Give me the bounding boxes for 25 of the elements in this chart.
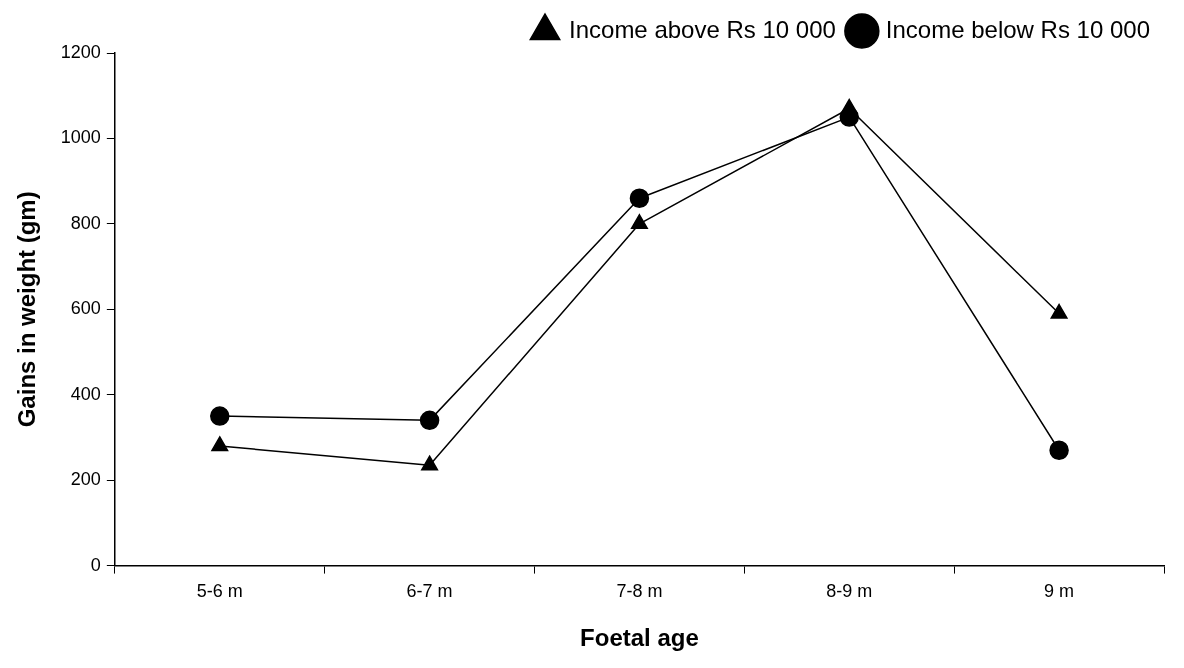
x-tick-label: 8-9 m: [826, 581, 873, 602]
y-tick-label: 600: [70, 298, 101, 319]
y-tick-label: 1200: [60, 41, 101, 62]
point: [840, 98, 858, 114]
point: [1050, 303, 1068, 319]
point: [1049, 440, 1069, 461]
x-tick-label: 6-7 m: [406, 581, 453, 602]
legend-label: Income below Rs 10 000: [885, 15, 1150, 43]
y-tick-label: 0: [90, 554, 101, 575]
legend-label: Income above Rs 10 000: [569, 15, 836, 43]
y-axis-title: Gains in weight (gm): [13, 191, 41, 428]
point: [421, 455, 439, 471]
y-tick-label: 800: [70, 212, 101, 233]
point: [210, 406, 230, 426]
point: [419, 410, 440, 431]
x-tick-label: 9 m: [1044, 581, 1075, 602]
point: [629, 188, 650, 208]
y-tick-label: 400: [70, 383, 101, 404]
point: [211, 436, 229, 452]
x-axis-title: Foetal age: [580, 624, 699, 652]
x-tick-label: 5-6 m: [196, 581, 243, 602]
y-tick-label: 200: [70, 469, 101, 490]
x-tick-label: 7-8 m: [616, 581, 663, 602]
y-tick-label: 1000: [60, 127, 101, 148]
point: [630, 214, 648, 230]
